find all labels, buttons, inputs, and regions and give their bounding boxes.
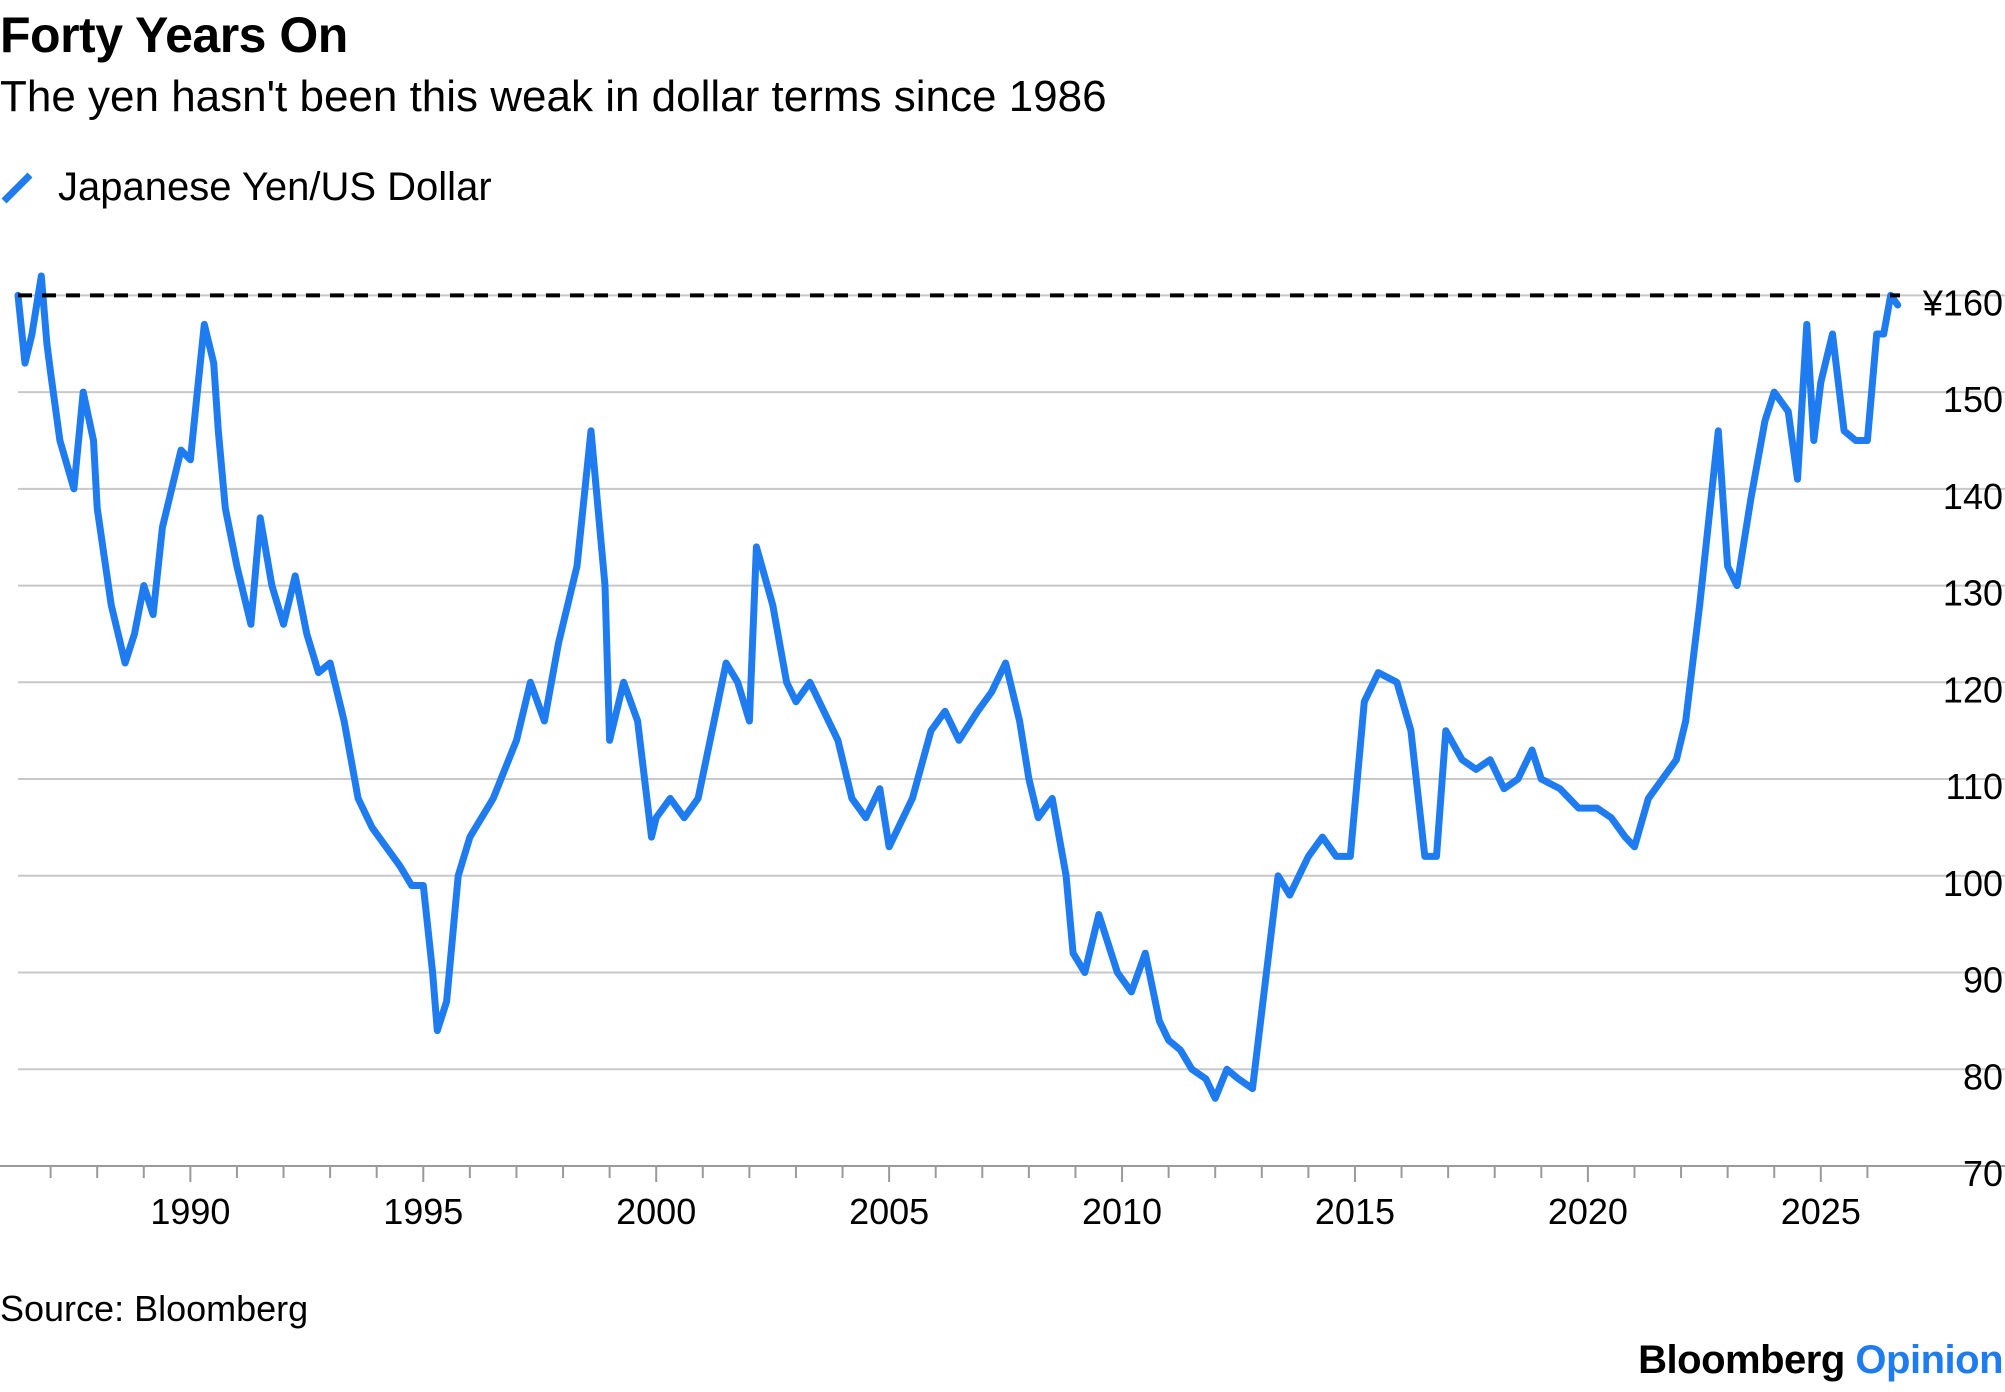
x-tick-label: 2015 [1315,1191,1395,1232]
y-tick-label: ¥160 [1922,282,2003,323]
x-tick-label: 2020 [1548,1191,1628,1232]
y-tick-label: 130 [1943,573,2003,614]
series-layer [14,272,1902,1102]
x-tick-label: 2000 [616,1191,696,1232]
y-tick-label: 80 [1963,1056,2003,1097]
x-tick-label: 2005 [849,1191,929,1232]
x-axis: 1990 1995 2000 2005 2010 2015 2020 2025 [0,1165,2005,1232]
y-tick-label: 120 [1943,669,2003,710]
y-tick-label: 140 [1943,476,2003,517]
x-tick-label: 2010 [1082,1191,1162,1232]
x-tick-label: 1990 [150,1191,230,1232]
brand-name: Bloomberg [1638,1338,1845,1382]
y-tick-label: 150 [1943,379,2003,420]
legend-swatch-icon [1,172,33,204]
legend: Japanese Yen/US Dollar [0,162,492,212]
legend-label: Japanese Yen/US Dollar [58,164,492,209]
chart-title: Forty Years On [0,7,348,63]
y-axis: 70 80 90 100 110 120 130 140 150 ¥160 [1922,282,2003,1194]
y-tick-label: 100 [1943,863,2003,904]
y-tick-label: 110 [1946,766,2003,807]
chart-subtitle: The yen hasn't been this weak in dollar … [0,72,1107,121]
series-line [14,272,1902,1102]
gridlines [18,294,2005,1071]
source-note: Source: Bloomberg [0,1288,309,1329]
y-tick-label: 90 [1963,960,2003,1001]
x-tick-label: 1995 [383,1191,463,1232]
x-tick-label: 2025 [1781,1191,1861,1232]
y-tick-label: 70 [1963,1153,2003,1194]
brand-logo: Bloomberg Opinion [1638,1338,2003,1383]
brand-accent: Opinion [1855,1338,2003,1382]
